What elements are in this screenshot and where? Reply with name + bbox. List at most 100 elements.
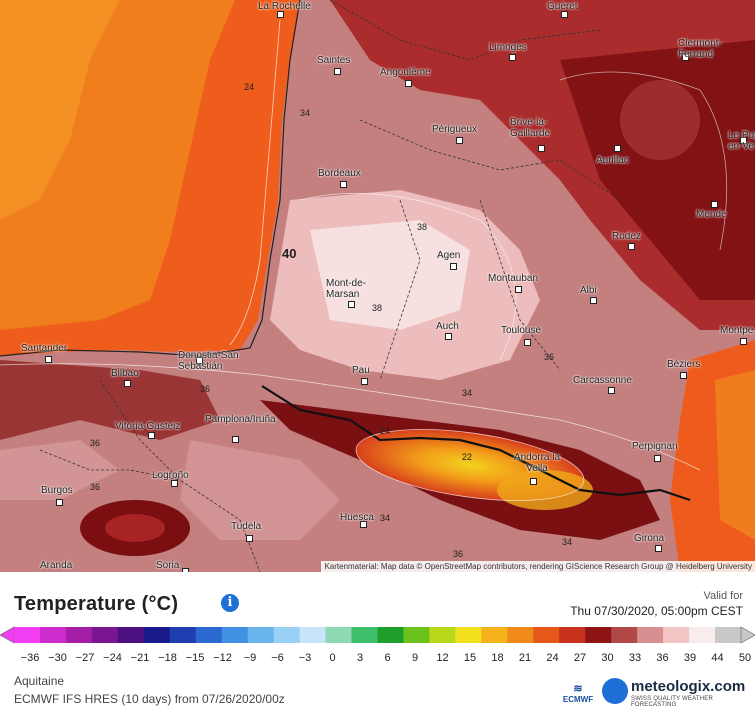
scale-tick-label: 50	[738, 652, 752, 664]
scale-swatch	[663, 627, 690, 643]
contour-label: 34	[462, 388, 473, 398]
city-label: Donostia-San Sebastián	[178, 350, 239, 372]
scale-swatch	[39, 627, 67, 643]
city-label: Toulouse	[501, 325, 542, 336]
city-label: Aranda	[40, 560, 73, 571]
scale-swatch	[403, 627, 430, 643]
city-label: Mende	[696, 209, 727, 220]
scale-swatch	[14, 627, 41, 643]
scale-swatch	[273, 627, 301, 643]
scale-swatch	[429, 627, 456, 643]
city-label: Carcassonne	[573, 375, 632, 386]
scale-tick-labels: −36 −30 −27 −24 −21 −18 −15 −12 −9 −6 −3 0 3 6 9 12 15 18…	[0, 652, 755, 666]
ecmwf-logo[interactable]: ≋ ECMWF	[560, 682, 596, 704]
scale-tick-label: −24	[103, 652, 122, 664]
scale-tick-label: 9	[411, 652, 419, 664]
city-label: Saintes	[317, 55, 351, 66]
city-label: Auch	[436, 321, 459, 332]
city-label: Perpignan	[632, 441, 678, 452]
legend-panel: Temperature (°C) i Valid for Thu 07/30/2…	[0, 572, 755, 715]
scale-swatch	[455, 627, 482, 643]
meteologix-globe-icon	[602, 678, 628, 704]
scale-swatch	[143, 627, 171, 643]
scale-tick-label: 12	[436, 652, 449, 664]
city-label: Pamplona/Iruña	[205, 414, 276, 425]
scale-left-arrow	[0, 626, 15, 644]
city-label: Angoulême	[380, 67, 431, 78]
scale-tick-label: 44	[711, 652, 724, 664]
scale-swatch	[559, 627, 586, 643]
temperature-map[interactable]: 24 34 38 40 38 36 36 34 24 22 36 36 34 3…	[0, 0, 755, 572]
scale-tick-label: 24	[546, 652, 559, 664]
scale-swatch	[117, 627, 145, 643]
city-label: Tudela	[231, 521, 262, 532]
scale-swatch	[221, 627, 249, 643]
city-label: Santander	[21, 343, 68, 354]
brand-tagline: SWISS QUALITY WEATHER FORECASTING	[631, 696, 713, 708]
city-label: Huesca	[340, 512, 374, 523]
scale-swatch	[507, 627, 534, 643]
scale-swatch	[195, 627, 223, 643]
city-label: Pau	[352, 365, 370, 376]
contour-label: 36	[544, 352, 555, 362]
contour-label: 36	[453, 549, 464, 559]
city-label: Rodez	[612, 231, 641, 242]
city-label: Bordeaux	[318, 168, 361, 179]
contour-label: 36	[90, 482, 101, 492]
city-label: Girona	[634, 533, 665, 544]
contour-label: 24	[244, 82, 255, 92]
scale-tick-label: 36	[656, 652, 669, 664]
city-label: Brive-la-Gaillarde	[510, 117, 551, 139]
city-label: Albi	[580, 285, 597, 296]
scale-swatch	[325, 627, 353, 643]
city-label: Périgueux	[432, 124, 478, 135]
scale-tick-label: −12	[213, 652, 232, 664]
contour-label: 24	[380, 426, 391, 436]
scale-swatch	[715, 627, 742, 643]
scale-swatch	[299, 627, 327, 643]
scale-tick-label: −27	[75, 652, 95, 664]
scale-swatch	[637, 627, 664, 643]
scale-swatch	[351, 627, 378, 643]
scale-tick-label: 30	[601, 652, 614, 664]
location-label: Aquitaine	[14, 674, 65, 688]
scale-swatch	[611, 627, 638, 643]
city-label: Logroño	[152, 470, 189, 481]
scale-swatch	[533, 627, 560, 643]
info-icon[interactable]: i	[221, 594, 239, 612]
scale-tick-label: 3	[356, 652, 364, 664]
scale-tick-label: 33	[628, 652, 642, 664]
scale-tick-label: −15	[185, 652, 205, 664]
scale-tick-label: 21	[518, 652, 532, 664]
contour-label: 40	[282, 246, 297, 261]
scale-swatch	[585, 627, 612, 643]
contour-label: 36	[200, 384, 211, 394]
scale-tick-label: 15	[463, 652, 477, 664]
contour-label: 34	[380, 513, 391, 523]
city-label: Andorra la Vella	[513, 452, 561, 474]
scale-tick-label: −3	[298, 652, 312, 664]
city-label: Vitoria-Gasteiz	[115, 421, 181, 432]
map-canvas	[0, 0, 755, 572]
city-label: Burgos	[41, 485, 73, 496]
city-label: Montauban	[488, 273, 539, 284]
scale-tick-label: 0	[329, 652, 336, 664]
color-scale	[0, 626, 755, 644]
contour-label: 36	[90, 438, 101, 448]
city-label: Clermont-Ferrand	[678, 38, 722, 60]
city-label: Le Puy-en-Ve	[728, 130, 755, 152]
contour-label: 34	[562, 537, 573, 547]
city-label: La Rochelle	[258, 1, 311, 12]
city-label: Béziers	[667, 359, 701, 370]
scale-tick-label: −21	[130, 652, 150, 664]
city-label: Guéret	[547, 1, 578, 12]
map-attribution[interactable]: Kartenmaterial: Map data © OpenStreetMap…	[321, 561, 755, 572]
scale-tick-label: −9	[243, 652, 257, 664]
scale-tick-label: 6	[384, 652, 391, 664]
brand-name[interactable]: meteologix.com	[631, 678, 746, 695]
contour-label: 38	[372, 303, 383, 313]
scale-swatch	[689, 627, 716, 643]
model-run-label: ECMWF IFS HRES (10 days) from 07/26/2020…	[14, 692, 285, 706]
scale-tick-label: −30	[48, 652, 67, 664]
scale-swatch	[91, 627, 119, 643]
